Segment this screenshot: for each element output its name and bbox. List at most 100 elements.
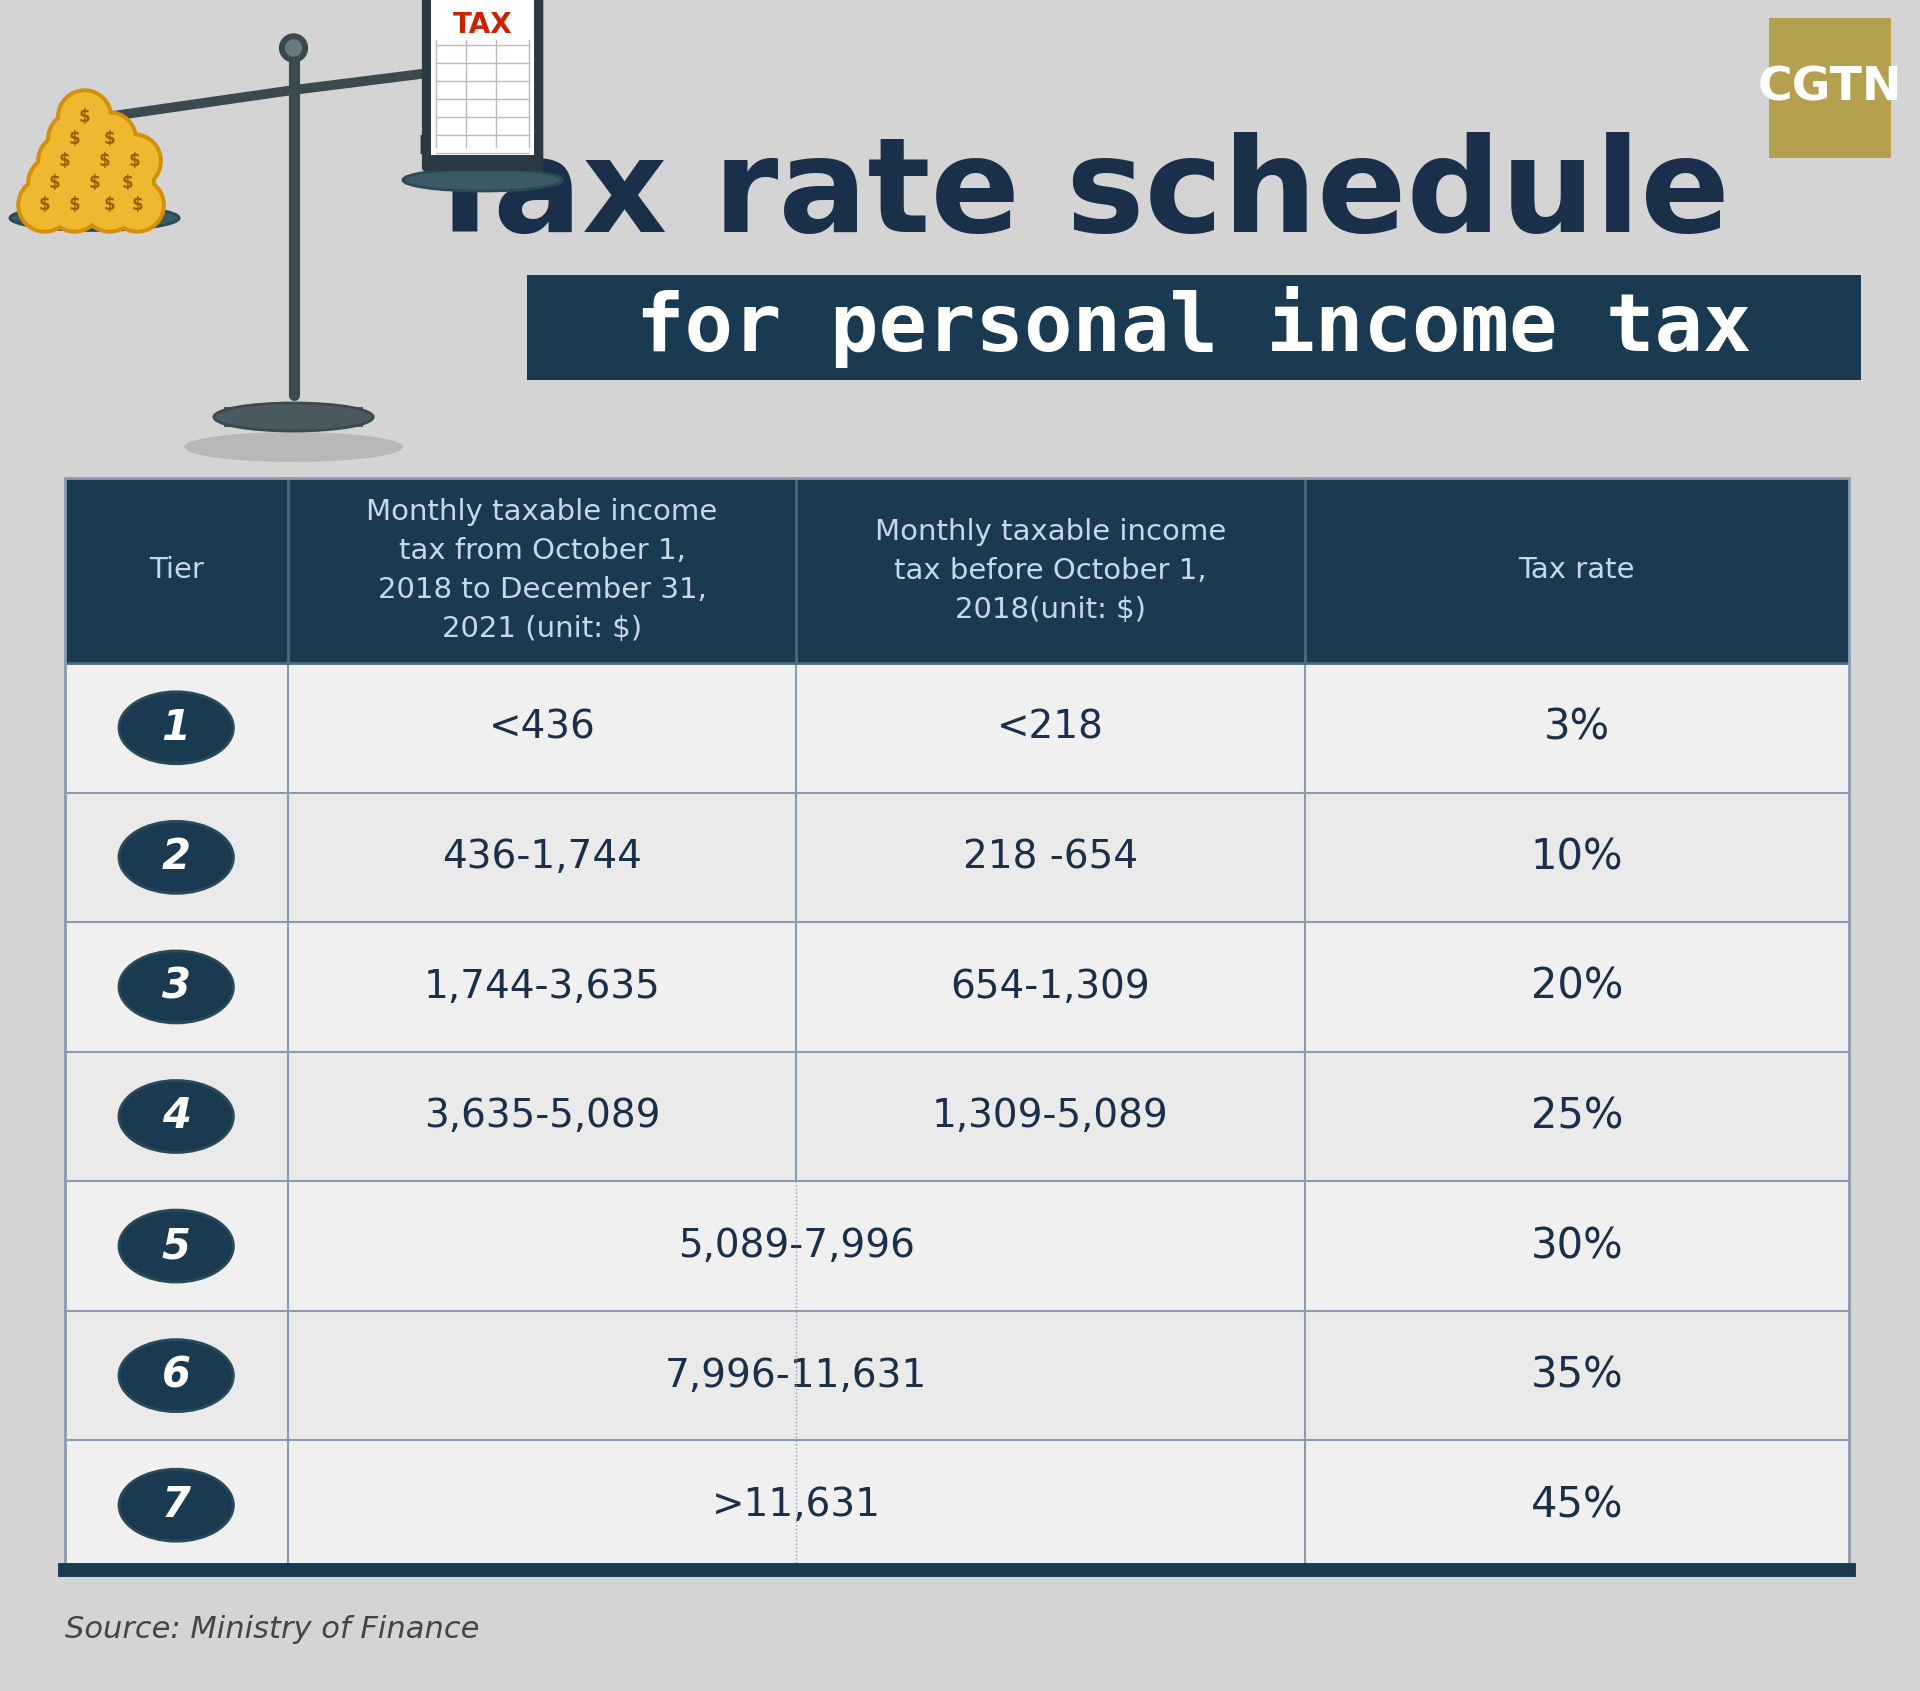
Ellipse shape	[119, 822, 234, 893]
Text: <218: <218	[996, 709, 1104, 747]
Circle shape	[286, 41, 301, 56]
Text: $: $	[98, 152, 109, 171]
Ellipse shape	[119, 950, 234, 1023]
Text: Monthly taxable income
tax before October 1,
2018(unit: $): Monthly taxable income tax before Octobe…	[876, 517, 1227, 624]
Ellipse shape	[10, 206, 179, 230]
Circle shape	[86, 115, 132, 162]
Text: Tax rate schedule: Tax rate schedule	[420, 132, 1730, 259]
Circle shape	[46, 112, 102, 167]
Text: $: $	[38, 196, 50, 215]
Ellipse shape	[119, 1211, 234, 1282]
Ellipse shape	[403, 169, 563, 191]
Ellipse shape	[119, 1339, 234, 1412]
Circle shape	[81, 112, 138, 167]
Text: CGTN: CGTN	[1757, 66, 1903, 110]
Text: 3,635-5,089: 3,635-5,089	[424, 1097, 660, 1135]
Text: Monthly taxable income
tax from October 1,
2018 to December 31,
2021 (unit: $): Monthly taxable income tax from October …	[367, 499, 718, 643]
Circle shape	[81, 178, 138, 233]
Text: $: $	[60, 152, 71, 171]
Bar	[65, 1182, 1849, 1311]
Circle shape	[71, 159, 119, 206]
Text: 45%: 45%	[1530, 1485, 1622, 1527]
Text: 30%: 30%	[1530, 1224, 1622, 1267]
Text: 2: 2	[161, 837, 190, 878]
Circle shape	[31, 159, 79, 206]
Ellipse shape	[213, 402, 372, 431]
FancyBboxPatch shape	[430, 0, 534, 156]
Text: Source: Ministry of Finance: Source: Ministry of Finance	[65, 1615, 480, 1645]
Text: $: $	[104, 196, 115, 215]
FancyBboxPatch shape	[422, 0, 543, 171]
Text: $: $	[121, 174, 132, 193]
Bar	[65, 1311, 1849, 1441]
Circle shape	[111, 137, 157, 184]
Text: Tax rate: Tax rate	[1519, 556, 1636, 585]
Bar	[65, 479, 1849, 1569]
Ellipse shape	[119, 692, 234, 764]
Text: 654-1,309: 654-1,309	[950, 967, 1150, 1006]
Circle shape	[50, 181, 98, 228]
Text: 20%: 20%	[1530, 966, 1622, 1008]
Text: 436-1,744: 436-1,744	[442, 839, 641, 876]
Text: 1: 1	[161, 707, 190, 749]
Circle shape	[50, 115, 98, 162]
Circle shape	[58, 90, 113, 145]
Text: $: $	[131, 196, 144, 215]
Circle shape	[27, 156, 83, 211]
Circle shape	[77, 134, 132, 189]
Ellipse shape	[119, 1081, 234, 1153]
Text: 5: 5	[161, 1224, 190, 1267]
Circle shape	[46, 178, 102, 233]
Text: $: $	[129, 152, 140, 171]
Text: $: $	[48, 174, 61, 193]
Circle shape	[104, 159, 152, 206]
Circle shape	[17, 178, 73, 233]
Bar	[65, 479, 1849, 1569]
Text: 3: 3	[161, 966, 190, 1008]
Circle shape	[21, 181, 69, 228]
Bar	[65, 1052, 1849, 1182]
Circle shape	[36, 134, 92, 189]
Bar	[1768, 19, 1891, 157]
Bar	[65, 663, 1849, 793]
Bar	[65, 479, 1849, 663]
Text: 7,996-11,631: 7,996-11,631	[664, 1356, 927, 1395]
Bar	[225, 408, 363, 428]
Circle shape	[40, 137, 88, 184]
Circle shape	[109, 178, 165, 233]
Text: 1,309-5,089: 1,309-5,089	[931, 1097, 1169, 1135]
Bar	[528, 276, 1860, 380]
Text: 5,089-7,996: 5,089-7,996	[678, 1228, 914, 1265]
Ellipse shape	[119, 1469, 234, 1541]
Text: $: $	[79, 108, 90, 127]
Bar	[65, 922, 1849, 1052]
Text: $: $	[69, 130, 81, 149]
Text: $: $	[104, 130, 115, 149]
Circle shape	[86, 181, 132, 228]
Text: <436: <436	[488, 709, 595, 747]
Circle shape	[106, 134, 161, 189]
Bar	[65, 793, 1849, 922]
Circle shape	[100, 156, 156, 211]
Circle shape	[81, 137, 129, 184]
Text: 218 -654: 218 -654	[964, 839, 1139, 876]
Text: $: $	[88, 174, 100, 193]
Text: Tier: Tier	[148, 556, 204, 585]
Text: 7: 7	[161, 1485, 190, 1527]
Text: 1,744-3,635: 1,744-3,635	[424, 967, 660, 1006]
Text: >11,631: >11,631	[712, 1486, 881, 1524]
Circle shape	[61, 93, 108, 140]
Circle shape	[113, 181, 161, 228]
Text: 10%: 10%	[1530, 837, 1622, 878]
Text: 4: 4	[161, 1096, 190, 1138]
Text: $: $	[69, 196, 81, 215]
Text: 35%: 35%	[1530, 1354, 1622, 1397]
Text: for personal income tax: for personal income tax	[636, 286, 1751, 369]
Circle shape	[280, 34, 307, 63]
Bar	[65, 1441, 1849, 1569]
Text: 25%: 25%	[1530, 1096, 1622, 1138]
Text: TAX: TAX	[453, 12, 513, 39]
Text: 3%: 3%	[1544, 707, 1609, 749]
Text: 6: 6	[161, 1354, 190, 1397]
Ellipse shape	[184, 431, 403, 462]
